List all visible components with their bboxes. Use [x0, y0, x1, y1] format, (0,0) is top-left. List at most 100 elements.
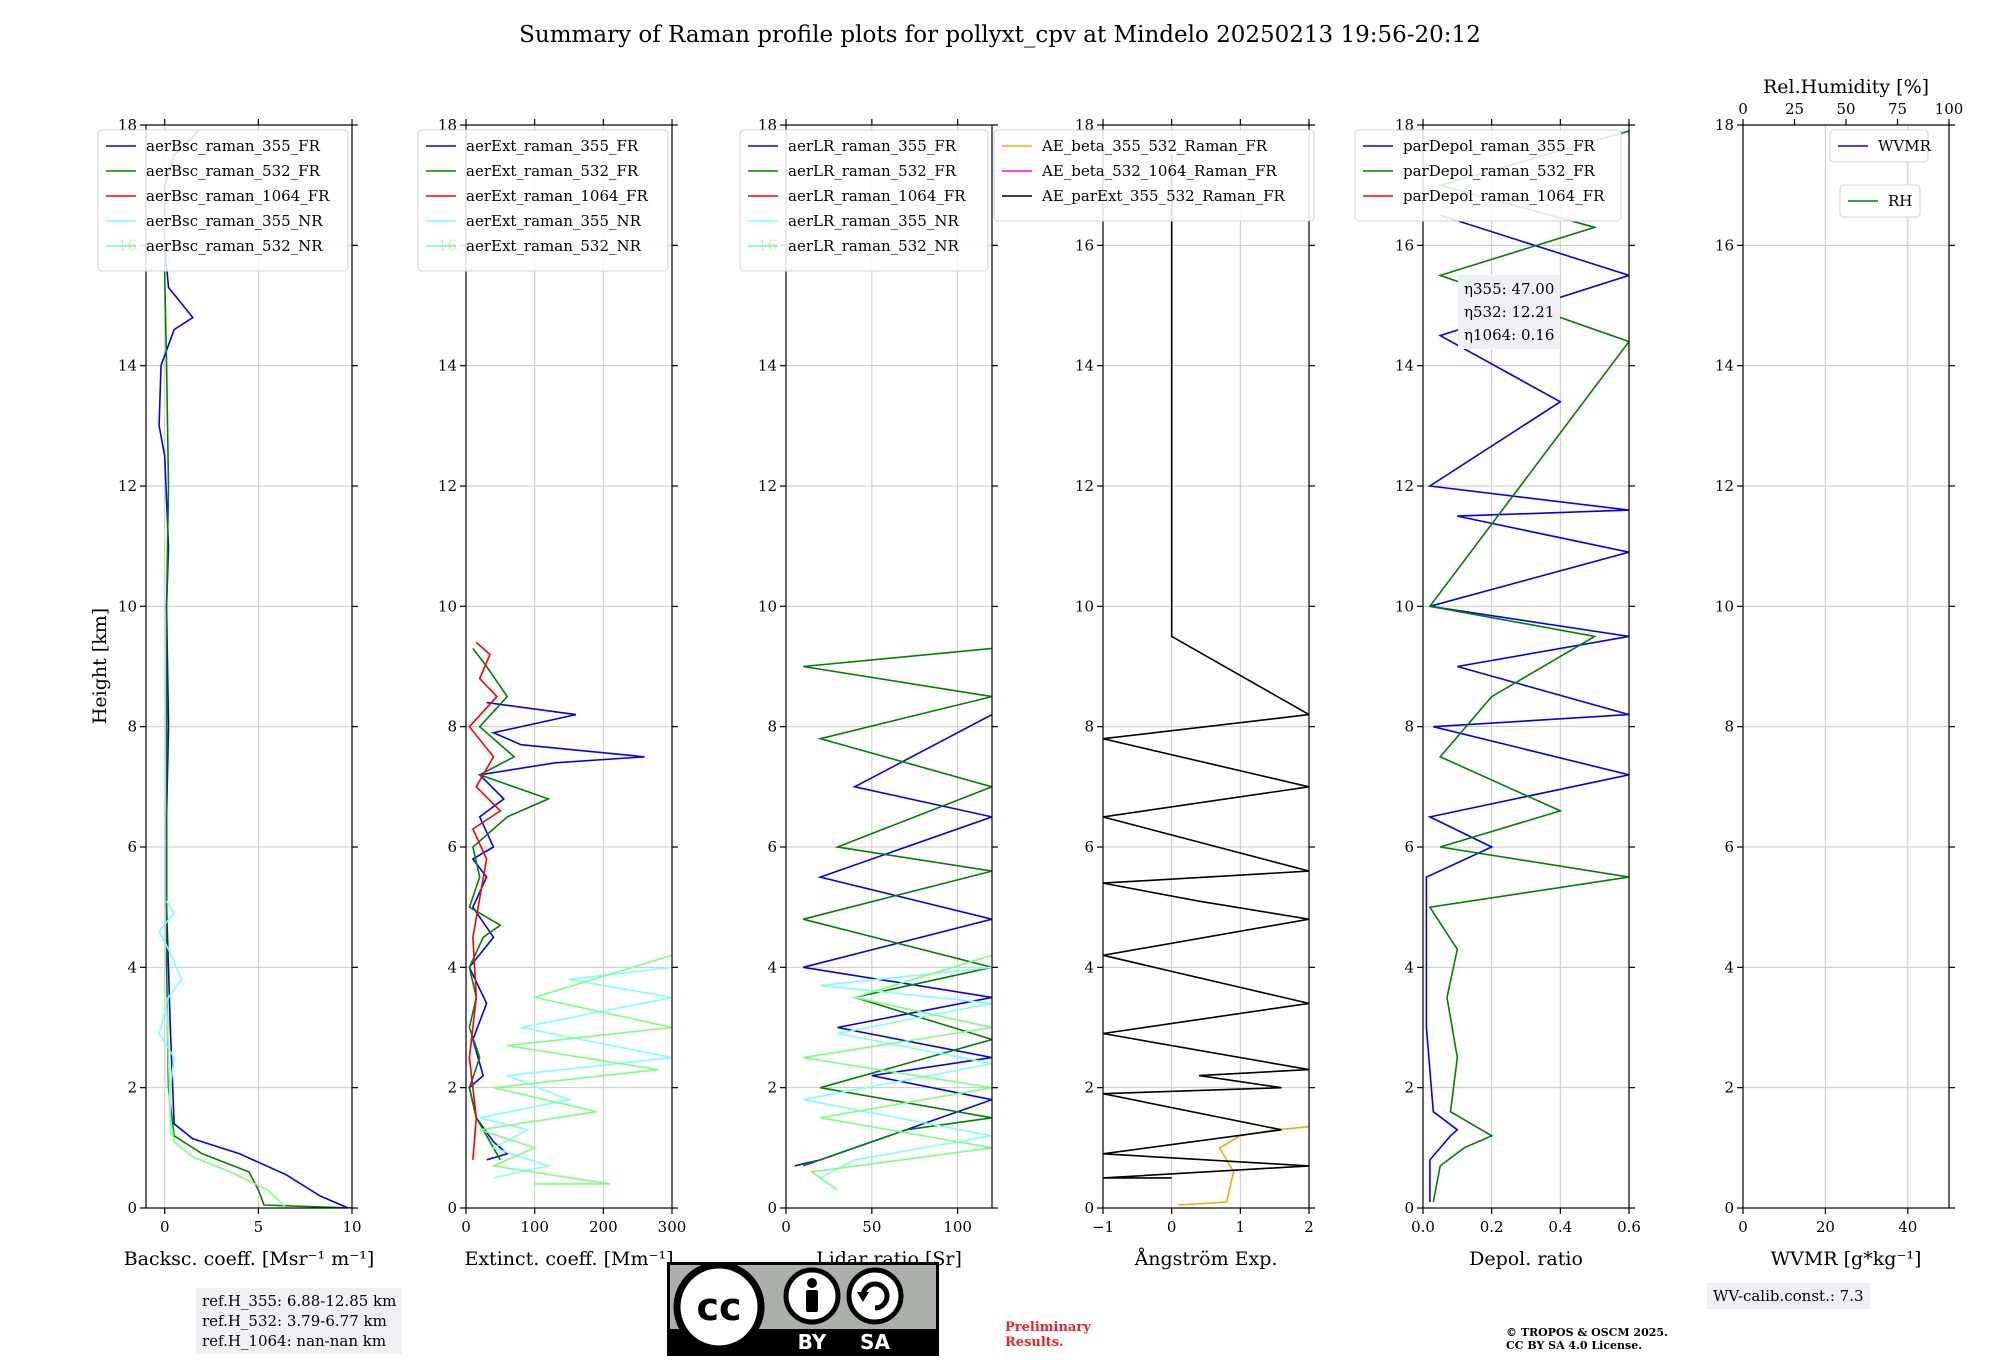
cc-icon-glyph: cc — [696, 1285, 741, 1329]
x-tick-label: 200 — [589, 1218, 618, 1236]
series-line-aerExt_raman_355_FR — [468, 701, 645, 1161]
x-axis-label: WVMR [g*kg⁻¹] — [1771, 1248, 1922, 1270]
x-tick-label: 0 — [781, 1218, 791, 1236]
x-axis-label: Depol. ratio — [1469, 1248, 1583, 1270]
x-tick-label: 2 — [1304, 1218, 1314, 1236]
y-tick-label: 10 — [1715, 597, 1734, 615]
sa-icon-arrowhead — [857, 1292, 869, 1302]
y-tick-label: 10 — [1075, 597, 1094, 615]
legend-label: aerLR_raman_355_FR — [788, 137, 957, 155]
cc-by-sa-badge: cc BY SA — [667, 1262, 939, 1356]
legend-box — [739, 129, 989, 272]
series-line-aerLR_raman_532_NR — [803, 954, 992, 1191]
copyright-line-2: CC BY SA 4.0 License. — [1506, 1339, 1643, 1352]
y-tick-label: 12 — [758, 477, 777, 495]
y-tick-label: 10 — [118, 597, 137, 615]
legend-label: aerExt_raman_355_NR — [466, 212, 642, 230]
series-line-aerExt_raman_1064_FR — [468, 641, 502, 1160]
legend-label: aerLR_raman_355_NR — [788, 212, 959, 230]
rh-tick-label: 75 — [1888, 100, 1907, 118]
y-tick-label: 10 — [438, 597, 457, 615]
y-tick-label: 6 — [447, 838, 457, 856]
sa-icon — [846, 1267, 904, 1325]
eta-box — [1458, 275, 1560, 349]
x-tick-label: 300 — [658, 1218, 687, 1236]
x-axis-label: Backsc. coeff. [Msr⁻¹ m⁻¹] — [124, 1248, 375, 1270]
legend-box — [993, 129, 1315, 222]
x-axis-label: Extinct. coeff. [Mm⁻¹] — [464, 1248, 673, 1270]
legend-label: aerExt_raman_532_FR — [466, 162, 639, 180]
legend-label: aerBsc_raman_532_FR — [146, 162, 321, 180]
y-tick-label: 14 — [758, 357, 777, 375]
series-line-aerBsc_raman_355_NR — [158, 900, 183, 1136]
y-tick-label: 10 — [758, 597, 777, 615]
ref-height-1064: ref.H_1064: nan-nan km — [202, 1332, 387, 1350]
legend-label: AE_beta_355_532_Raman_FR — [1041, 137, 1268, 155]
series-line-aerExt_raman_355_NR — [479, 966, 672, 1179]
legend-box-rh — [1839, 184, 1921, 218]
legend-label: aerBsc_raman_1064_FR — [146, 187, 330, 205]
legend-label: parDepol_raman_532_FR — [1403, 162, 1596, 180]
y-tick-label: 12 — [438, 477, 457, 495]
x-tick-label: 0 — [1167, 1218, 1177, 1236]
legend-label: AE_parExt_355_532_Raman_FR — [1041, 187, 1286, 205]
y-tick-label: 4 — [1084, 958, 1094, 976]
y-tick-label: 4 — [447, 958, 457, 976]
y-tick-label: 14 — [1715, 357, 1734, 375]
y-tick-label: 10 — [1395, 597, 1414, 615]
x-tick-label: 50 — [862, 1218, 881, 1236]
rh-tick-label: 25 — [1785, 100, 1804, 118]
legend-label: aerLR_raman_1064_FR — [788, 187, 966, 205]
legend-label: RH — [1888, 192, 1912, 210]
y-tick-label: 14 — [1075, 357, 1094, 375]
y-tick-label: 0 — [127, 1199, 137, 1217]
y-tick-label: 8 — [1404, 718, 1414, 736]
legend-label: AE_beta_532_1064_Raman_FR — [1041, 162, 1277, 180]
y-tick-label: 8 — [447, 718, 457, 736]
y-tick-label: 12 — [1715, 477, 1734, 495]
x-tick-label: 40 — [1898, 1218, 1917, 1236]
y-tick-label: 4 — [767, 958, 777, 976]
legend-label: aerExt_raman_355_FR — [466, 137, 639, 155]
rh-tick-label: 0 — [1738, 100, 1748, 118]
panel-2: 0246810121416180100200300Extinct. coeff.… — [417, 116, 687, 1270]
x-tick-label: 0.0 — [1411, 1218, 1435, 1236]
legend-label: parDepol_raman_1064_FR — [1403, 187, 1605, 205]
y-tick-label: 6 — [767, 838, 777, 856]
legend-label: aerBsc_raman_355_NR — [146, 212, 323, 230]
x-tick-label: 1 — [1236, 1218, 1246, 1236]
y-tick-label: 0 — [1084, 1199, 1094, 1217]
y-tick-label: 12 — [1395, 477, 1414, 495]
y-tick-label: 2 — [127, 1079, 137, 1097]
reference-heights-box: ref.H_355: 6.88-12.85 km ref.H_532: 3.79… — [196, 1288, 403, 1354]
ref-height-532: ref.H_532: 3.79-6.77 km — [202, 1312, 387, 1330]
y-tick-label: 18 — [1715, 116, 1734, 134]
eta-value-2: η1064: 0.16 — [1464, 326, 1554, 344]
y-tick-label: 12 — [118, 477, 137, 495]
rh-tick-label: 50 — [1836, 100, 1855, 118]
eta-annotation: η355: 47.00 η532: 12.21 η1064: 0.16 — [1458, 275, 1560, 349]
x-tick-label: 100 — [520, 1218, 549, 1236]
y-tick-label: 14 — [118, 357, 137, 375]
x-tick-label: 5 — [254, 1218, 264, 1236]
y-tick-label: 16 — [1395, 236, 1414, 254]
legend-label: aerExt_raman_532_NR — [466, 237, 642, 255]
legend-label: aerExt_raman_1064_FR — [466, 187, 648, 205]
x-tick-label: 10 — [342, 1218, 361, 1236]
series-line-aerLR_raman_355_FR — [794, 713, 992, 1167]
legend-box — [417, 129, 669, 272]
series-line-AE_parExt_355_532_Raman_FR — [1103, 155, 1309, 1179]
copyright-note: © TROPOS & OSCM 2025. CC BY SA 4.0 Licen… — [1506, 1326, 1668, 1352]
legend-box-wvmr — [1829, 129, 1929, 163]
preliminary-line-1: Preliminary — [1005, 1320, 1091, 1335]
panel-3: 024681012141618050100Lidar ratio [Sr]aer… — [739, 116, 998, 1270]
legend-label: WVMR — [1878, 137, 1932, 155]
y-tick-label: 4 — [127, 958, 137, 976]
y-tick-label: 12 — [1075, 477, 1094, 495]
panel-1: 0246810121416180510Backsc. coeff. [Msr⁻¹… — [97, 116, 375, 1270]
axes-frame — [785, 124, 993, 1209]
